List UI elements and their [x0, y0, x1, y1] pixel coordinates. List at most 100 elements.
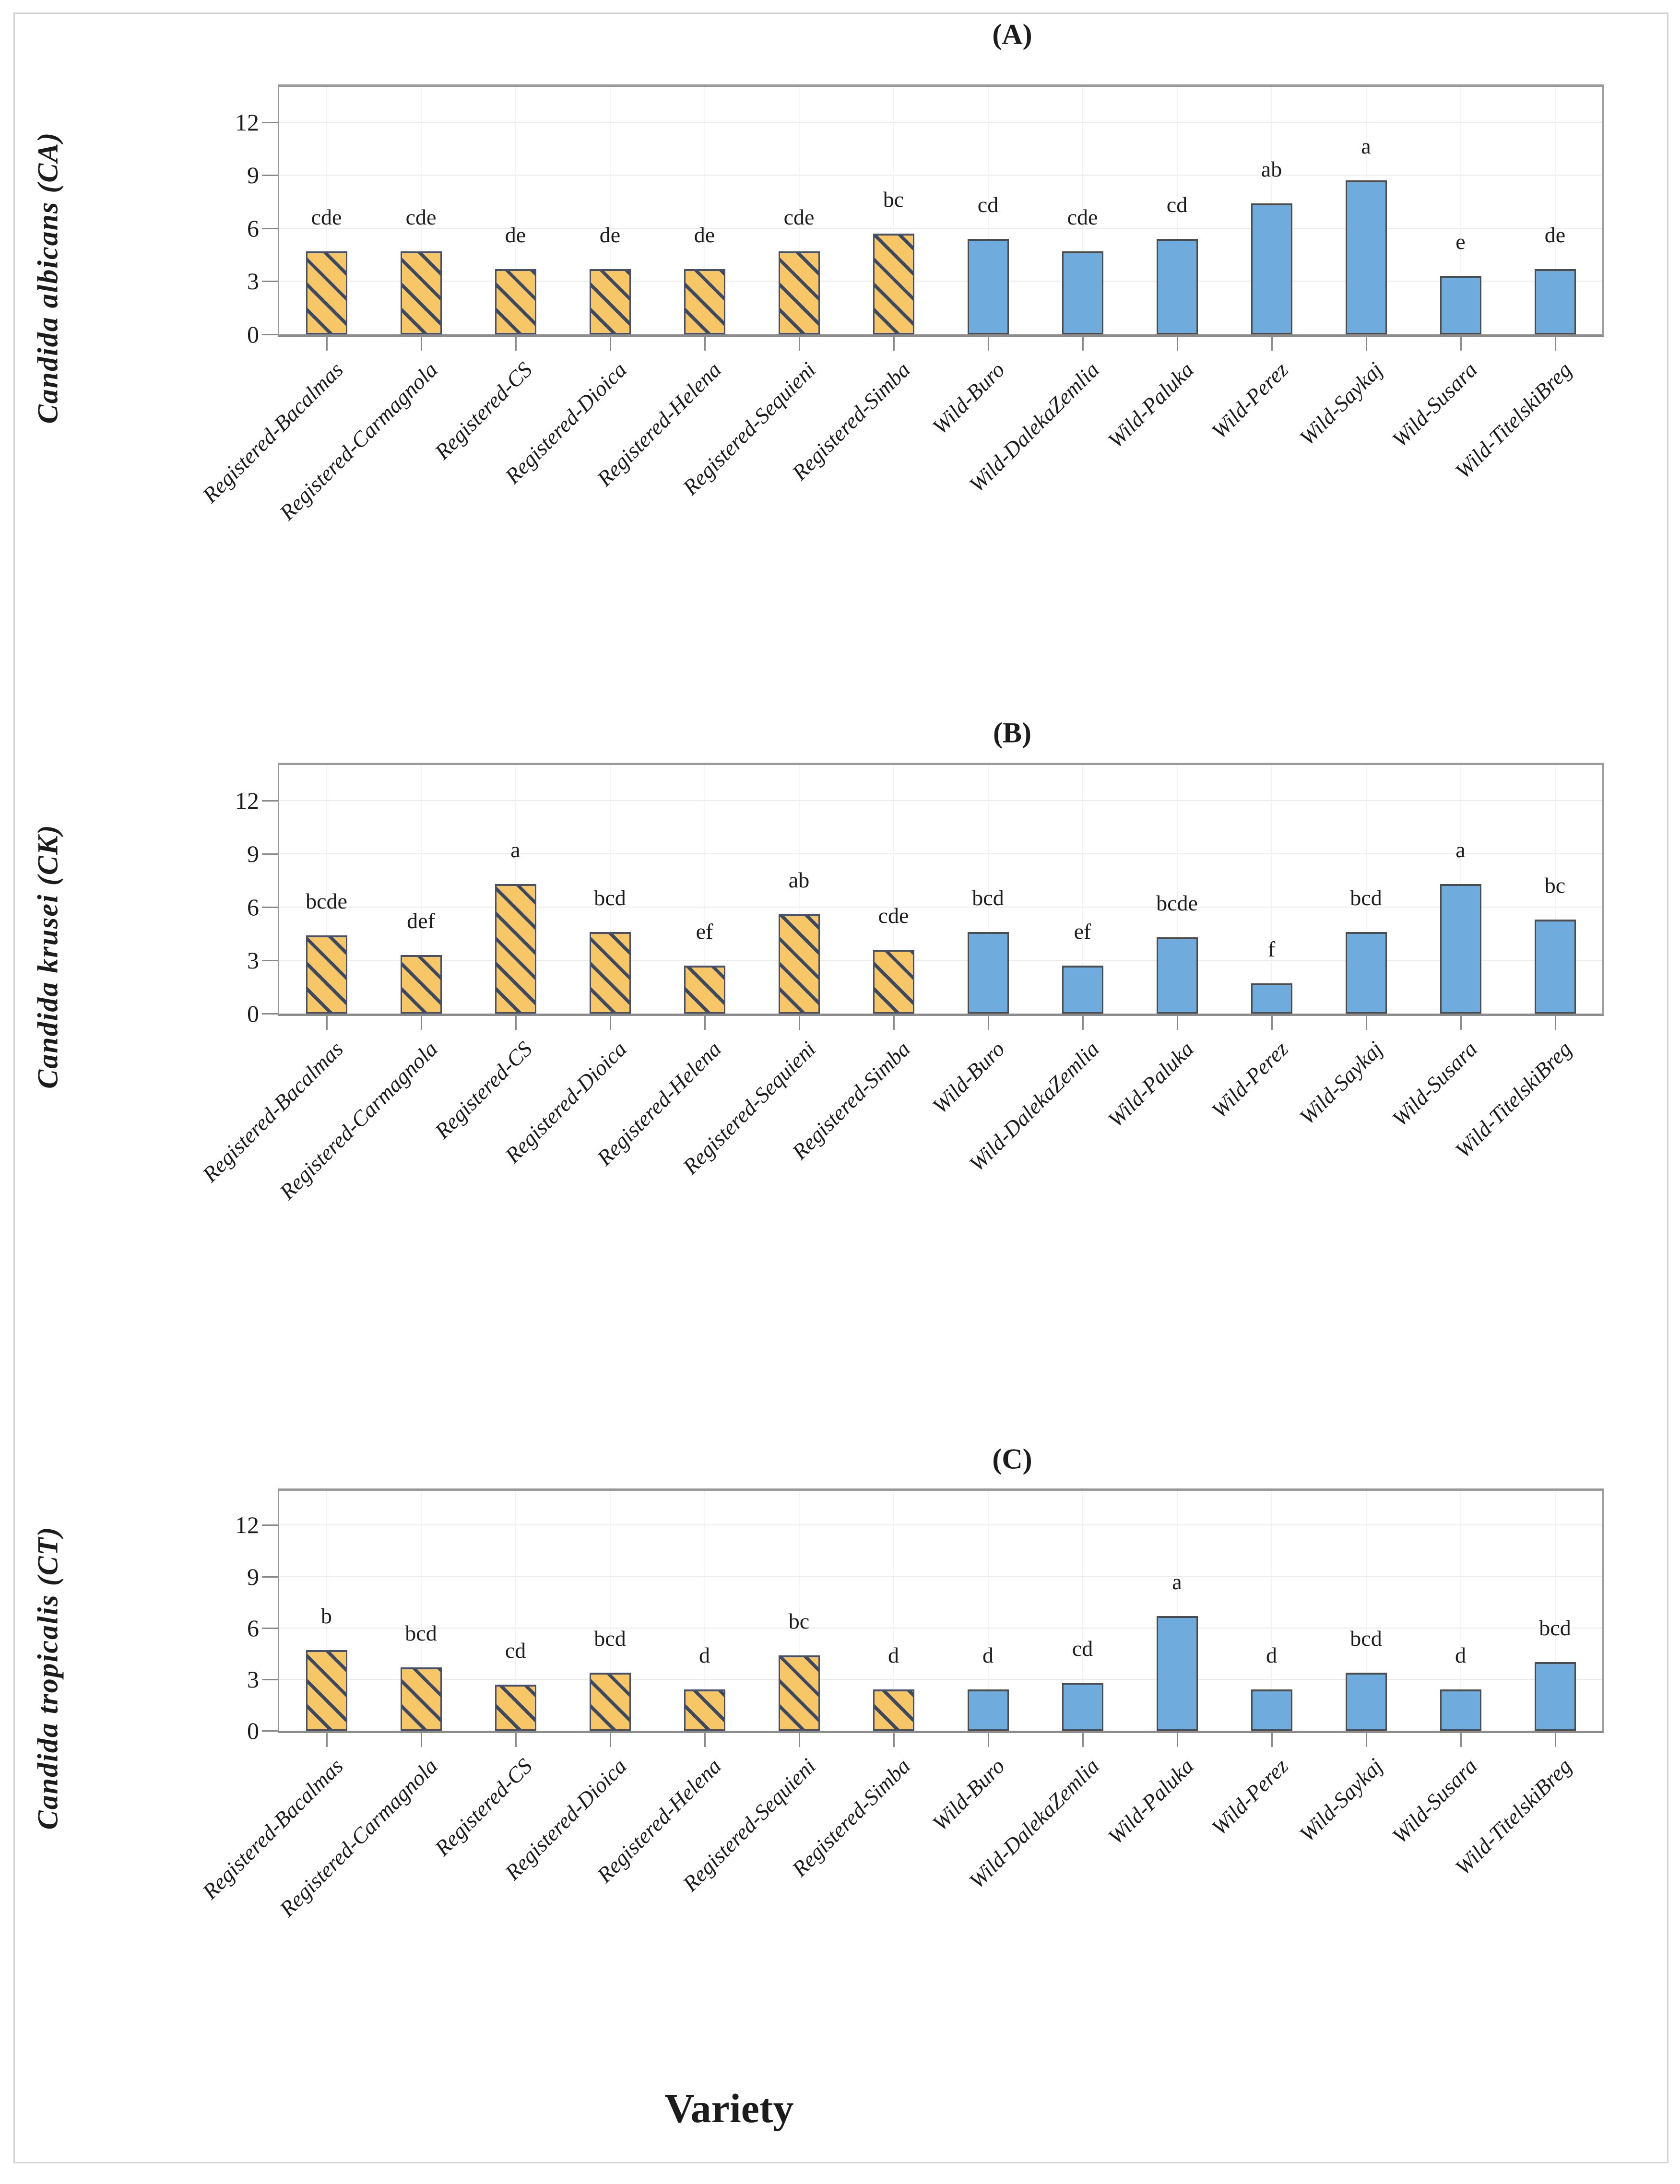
- x-tick-mark: [326, 336, 328, 351]
- x-tick-mark: [1460, 1015, 1462, 1030]
- y-tick-mark: [262, 1730, 278, 1732]
- significance-letter: d: [888, 1643, 899, 1668]
- y-tick-label: 0: [247, 321, 259, 348]
- significance-letter: bcde: [1156, 890, 1198, 915]
- vertical-gridline: [1460, 1491, 1461, 1731]
- x-tick-mark: [987, 1015, 989, 1030]
- significance-letter: cd: [1166, 192, 1188, 217]
- bar-wild-perez: [1251, 983, 1292, 1014]
- bar-registered-dioica: [589, 1672, 631, 1731]
- significance-letter: de: [599, 222, 621, 247]
- x-tick-mark: [798, 1015, 800, 1030]
- vertical-gridline: [609, 87, 611, 334]
- vertical-gridline: [704, 87, 705, 334]
- significance-letter: bcd: [1539, 1616, 1571, 1641]
- significance-letter: bcd: [594, 885, 626, 910]
- vertical-gridline: [798, 1491, 800, 1731]
- y-tick-label: 6: [247, 894, 259, 921]
- y-tick-mark: [262, 334, 278, 335]
- bar-registered-simba: [873, 233, 914, 334]
- bar-wild-paluka: [1156, 1616, 1198, 1731]
- x-tick-mark: [1365, 1733, 1367, 1747]
- vertical-gridline: [326, 87, 327, 334]
- x-tick-mark: [1460, 336, 1462, 351]
- x-tick-mark: [1082, 1733, 1084, 1747]
- x-tick-mark: [1554, 1733, 1556, 1747]
- horizontal-gridline: [279, 907, 1602, 908]
- x-tick-mark: [1460, 1733, 1462, 1747]
- significance-letter: ef: [1074, 919, 1091, 944]
- y-tick-mark: [262, 1627, 278, 1629]
- x-tick-mark: [1271, 1733, 1273, 1747]
- y-tick-mark: [262, 1576, 278, 1578]
- bar-wild-paluka: [1156, 238, 1198, 334]
- significance-letter: a: [1455, 837, 1466, 862]
- significance-letter: cde: [878, 903, 909, 928]
- x-tick-mark: [704, 336, 706, 351]
- x-tick-mark: [515, 336, 517, 351]
- vertical-gridline: [1271, 1491, 1272, 1731]
- bar-registered-carmagnola: [400, 955, 442, 1014]
- vertical-gridline: [1554, 765, 1556, 1014]
- bar-wild-susara: [1440, 1689, 1481, 1731]
- bar-wild-dalekazemlia: [1062, 1683, 1103, 1731]
- significance-letter: bcde: [306, 889, 347, 914]
- bar-wild-dalekazemlia: [1062, 966, 1103, 1014]
- x-tick-mark: [893, 1733, 895, 1747]
- horizontal-gridline: [279, 800, 1602, 801]
- horizontal-gridline: [279, 175, 1602, 176]
- vertical-gridline: [1176, 87, 1178, 334]
- x-tick-mark: [1365, 1015, 1367, 1030]
- vertical-gridline: [1365, 1491, 1367, 1731]
- significance-letter: de: [694, 222, 715, 247]
- vertical-gridline: [1082, 1491, 1083, 1731]
- y-axis-title-candida-tropicalis: Candida tropicalis (CT): [32, 1526, 64, 1830]
- x-tick-mark: [987, 1733, 989, 1747]
- vertical-gridline: [1176, 1491, 1178, 1731]
- significance-letter: e: [1455, 229, 1466, 254]
- bar-registered-carmagnola: [400, 251, 442, 334]
- horizontal-gridline: [279, 281, 1602, 282]
- y-tick-mark: [262, 907, 278, 908]
- y-axis-title-candida-albicans: Candida albicans (CA): [32, 131, 64, 424]
- y-tick-label: 12: [235, 1511, 259, 1539]
- y-tick-label: 6: [247, 214, 259, 242]
- x-tick-mark: [515, 1015, 517, 1030]
- significance-letter: de: [505, 222, 526, 247]
- vertical-gridline: [1460, 87, 1461, 334]
- x-tick-mark: [1176, 1015, 1178, 1030]
- bar-wild-susara: [1440, 276, 1481, 334]
- x-tick-mark: [987, 336, 989, 351]
- y-tick-mark: [262, 175, 278, 177]
- x-tick-mark: [704, 1733, 706, 1747]
- vertical-gridline: [609, 765, 611, 1014]
- plot-frame: cde cde de de de cde bc cd cde cd ab a e de: [278, 84, 1604, 337]
- vertical-gridline: [1176, 765, 1178, 1014]
- y-tick-mark: [262, 121, 278, 123]
- significance-letter: d: [982, 1643, 994, 1668]
- significance-letter: cde: [783, 204, 815, 229]
- bar-wild-titelskibreg: [1534, 919, 1576, 1014]
- y-tick-mark: [262, 1524, 278, 1526]
- x-tick-mark: [893, 336, 895, 351]
- vertical-gridline: [1271, 765, 1272, 1014]
- x-tick-mark: [893, 1015, 895, 1030]
- horizontal-gridline: [279, 1524, 1602, 1526]
- x-tick-mark: [609, 336, 611, 351]
- significance-letter: cd: [1072, 1636, 1093, 1661]
- vertical-gridline: [1082, 87, 1083, 334]
- vertical-gridline: [987, 1491, 989, 1731]
- significance-letter: a: [1172, 1569, 1182, 1594]
- significance-letter: ab: [1261, 157, 1282, 182]
- significance-letter: a: [510, 837, 521, 862]
- y-tick-label: 3: [247, 1665, 259, 1693]
- significance-letter: bc: [883, 187, 904, 212]
- panel-b-title: (B): [993, 717, 1031, 749]
- bar-wild-saykaj: [1345, 180, 1387, 334]
- x-tick-mark: [1554, 1015, 1556, 1030]
- significance-letter: cd: [977, 192, 999, 217]
- significance-letter: b: [321, 1604, 332, 1629]
- y-tick-label: 0: [247, 1717, 259, 1744]
- significance-letter: cde: [405, 204, 437, 229]
- bar-registered-cs: [495, 884, 536, 1014]
